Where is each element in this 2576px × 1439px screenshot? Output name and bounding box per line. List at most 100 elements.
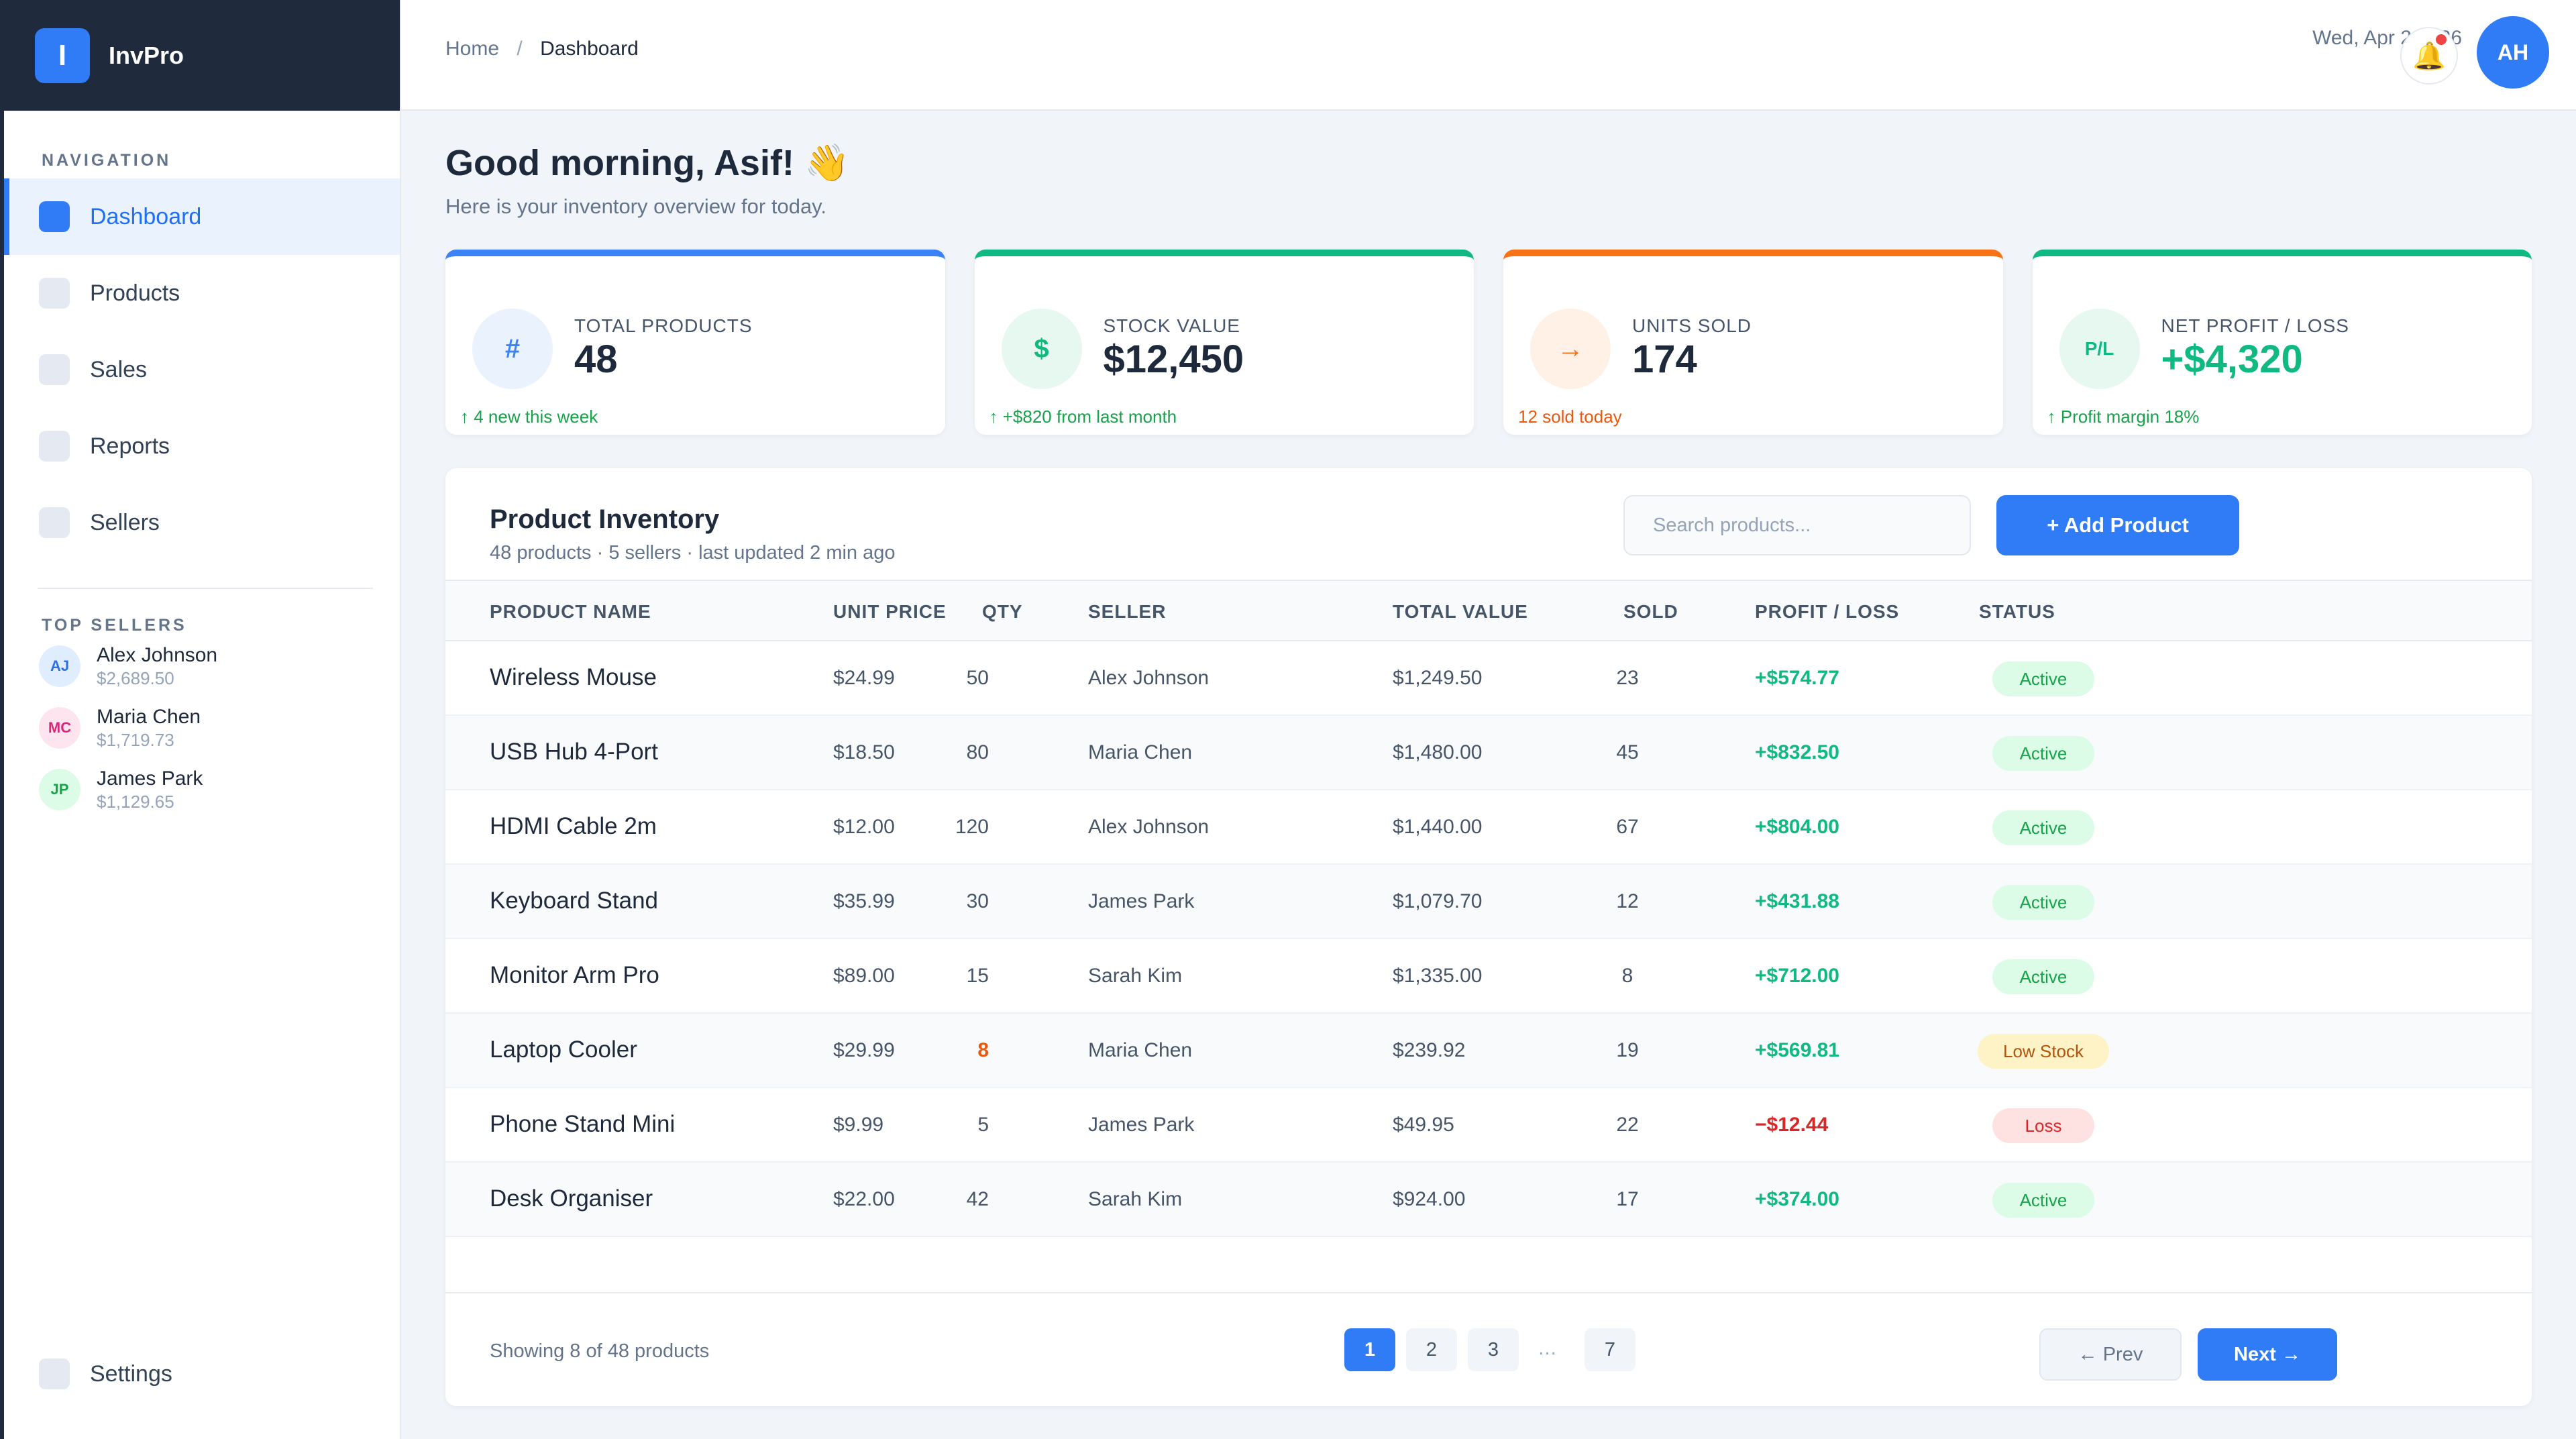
sidebar-item-reports[interactable]: Reports	[4, 408, 400, 484]
status-badge: Active	[1992, 885, 2094, 920]
profit-loss: +$431.88	[1755, 890, 1839, 912]
sidebar-item-settings[interactable]: Settings	[4, 1336, 400, 1412]
inventory-table-body: Wireless Mouse $24.99 50 Alex Johnson $1,249…	[445, 641, 2532, 1237]
table-row[interactable]: USB Hub 4-Port $18.50 80 Maria Chen $1,480.0…	[445, 716, 2532, 790]
stat-card: $ STOCK VALUE $12,450 ↑ +$820 from last mon…	[974, 250, 1474, 435]
product-name: Phone Stand Mini	[490, 1111, 676, 1137]
sidebar-nav: Dashboard Products Sales Reports Sellers	[4, 178, 400, 561]
inventory-title: Product Inventory	[490, 504, 720, 534]
page-button-1[interactable]: 1	[1344, 1328, 1395, 1371]
seller-name: Maria Chen	[97, 705, 201, 728]
sellers-icon	[39, 507, 70, 538]
sidebar-item-label: Sales	[90, 356, 148, 382]
seller: Sarah Kim	[1088, 1188, 1183, 1210]
prev-page-button[interactable]: ← Prev	[2039, 1328, 2182, 1381]
showing-count: Showing 8 of 48 products	[490, 1340, 710, 1362]
unit-price: $9.99	[833, 1114, 884, 1136]
column-header[interactable]: SOLD	[1623, 601, 1678, 622]
table-row[interactable]: Monitor Arm Pro $89.00 15 Sarah Kim $1,335.0…	[445, 939, 2532, 1014]
profit-loss: +$374.00	[1755, 1188, 1839, 1210]
quantity: 30	[966, 890, 989, 912]
app-name: InvPro	[109, 41, 184, 69]
top-seller-item[interactable]: MC Maria Chen $1,719.73	[4, 697, 400, 759]
status-badge: Active	[1992, 959, 2094, 994]
total-value: $1,335.00	[1393, 965, 1483, 987]
product-name: HDMI Cable 2m	[490, 813, 657, 839]
total-value: $1,079.70	[1393, 890, 1483, 912]
user-avatar[interactable]: AH	[2477, 16, 2549, 89]
unit-price: $35.99	[833, 890, 895, 912]
stat-value: $12,450	[1103, 337, 1244, 381]
top-sellers-title: TOP SELLERS	[42, 616, 187, 635]
breadcrumb: Home / Dashboard	[445, 38, 639, 60]
top-seller-item[interactable]: AJ Alex Johnson $2,689.50	[4, 635, 400, 697]
sidebar-item-sales[interactable]: Sales	[4, 331, 400, 408]
product-name: Desk Organiser	[490, 1185, 653, 1212]
unit-price: $12.00	[833, 816, 895, 838]
settings-icon	[39, 1358, 70, 1389]
column-header[interactable]: PROFIT / LOSS	[1755, 601, 1900, 622]
seller: Maria Chen	[1088, 741, 1193, 763]
column-header[interactable]: UNIT PRICE	[833, 601, 947, 622]
status-badge: Active	[1992, 810, 2094, 845]
sidebar-item-dashboard[interactable]: Dashboard	[4, 178, 400, 255]
inventory-panel: Product Inventory 48 products · 5 seller…	[445, 468, 2532, 1406]
page-button-3[interactable]: 3	[1468, 1328, 1519, 1371]
quantity: 50	[966, 667, 989, 689]
stat-label: STOCK VALUE	[1103, 315, 1240, 336]
status-badge: Active	[1992, 661, 2094, 696]
next-page-button[interactable]: Next →	[2198, 1328, 2337, 1381]
topbar: Home / Dashboard Wed, Apr 2 2026 🔔 AH	[401, 0, 2576, 111]
column-header[interactable]: TOTAL VALUE	[1393, 601, 1528, 622]
brand[interactable]: I InvPro	[4, 0, 400, 111]
table-row[interactable]: Desk Organiser $22.00 42 Sarah Kim $924.00 17…	[445, 1163, 2532, 1237]
units-sold: 19	[1616, 1039, 1639, 1061]
table-header: PRODUCT NAME UNIT PRICE QTY SELLER TOTAL VAL…	[445, 580, 2532, 641]
seller-amount: $1,129.65	[97, 791, 174, 812]
column-header[interactable]: PRODUCT NAME	[490, 601, 651, 622]
column-header[interactable]: SELLER	[1088, 601, 1167, 622]
breadcrumb-home[interactable]: Home	[445, 38, 500, 60]
products-icon	[39, 278, 70, 309]
table-row[interactable]: Wireless Mouse $24.99 50 Alex Johnson $1,249…	[445, 641, 2532, 716]
status-badge: Active	[1992, 1183, 2094, 1218]
page-subtitle: Here is your inventory overview for toda…	[445, 195, 826, 218]
notifications-button[interactable]: 🔔	[2400, 27, 2458, 85]
product-name: Wireless Mouse	[490, 664, 657, 690]
units-sold: 22	[1616, 1114, 1639, 1136]
product-name: Laptop Cooler	[490, 1036, 637, 1063]
table-row[interactable]: HDMI Cable 2m $12.00 120 Alex Johnson $1,440…	[445, 790, 2532, 865]
unit-price: $24.99	[833, 667, 895, 689]
table-row[interactable]: Laptop Cooler $29.99 8 Maria Chen $239.92 19 +…	[445, 1014, 2532, 1088]
top-sellers-list: AJ Alex Johnson $2,689.50 MC Maria Chen $1,71…	[4, 635, 400, 820]
top-seller-item[interactable]: JP James Park $1,129.65	[4, 759, 400, 820]
units-sold: 8	[1621, 965, 1633, 987]
search-input[interactable]	[1623, 495, 1971, 555]
profit-loss: +$712.00	[1755, 965, 1839, 987]
product-name: Keyboard Stand	[490, 888, 659, 914]
reports-icon	[39, 431, 70, 462]
page-button-7[interactable]: 7	[1585, 1328, 1635, 1371]
seller-name: Alex Johnson	[97, 643, 218, 666]
seller: Alex Johnson	[1088, 667, 1210, 689]
table-row[interactable]: Phone Stand Mini $9.99 5 James Park $49.95 22…	[445, 1088, 2532, 1163]
total-value: $49.95	[1393, 1114, 1454, 1136]
profit-loss: +$574.77	[1755, 667, 1839, 689]
unit-price: $29.99	[833, 1039, 895, 1061]
seller: James Park	[1088, 890, 1195, 912]
sidebar-item-sellers[interactable]: Sellers	[4, 484, 400, 561]
table-footer: Showing 8 of 48 products 1 2 3 … 7 ← Prev Ne…	[445, 1292, 2532, 1406]
units-sold: 12	[1616, 890, 1639, 912]
column-header[interactable]: QTY	[982, 601, 1023, 622]
stat-cards: # TOTAL PRODUCTS 48 ↑ 4 new this week $ STOCK…	[445, 250, 2532, 435]
nav-section-title: NAVIGATION	[42, 151, 172, 170]
stat-card: # TOTAL PRODUCTS 48 ↑ 4 new this week	[445, 250, 945, 435]
total-value: $239.92	[1393, 1039, 1466, 1061]
page-title: Good morning, Asif! 👋	[445, 143, 850, 183]
pagination-ellipsis: …	[1538, 1338, 1557, 1359]
column-header[interactable]: STATUS	[1979, 601, 2055, 622]
sidebar-item-products[interactable]: Products	[4, 255, 400, 331]
page-button-2[interactable]: 2	[1406, 1328, 1457, 1371]
table-row[interactable]: Keyboard Stand $35.99 30 James Park $1,079.7…	[445, 865, 2532, 939]
add-product-button[interactable]: + Add Product	[1996, 495, 2239, 555]
